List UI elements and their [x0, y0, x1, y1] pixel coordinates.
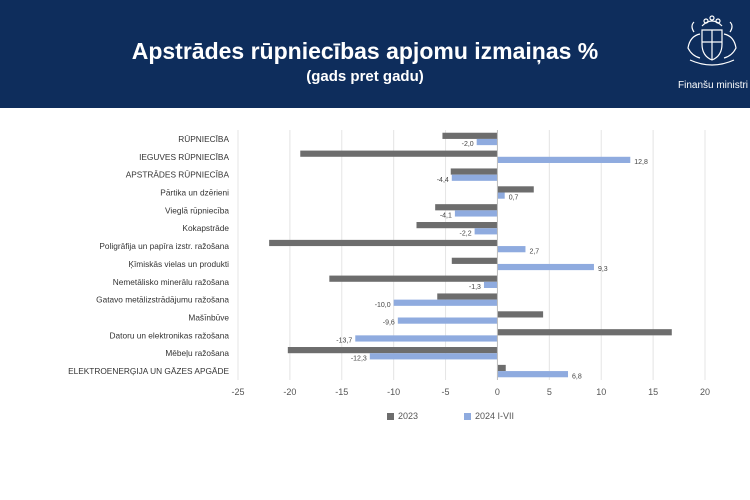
bar-2024-1 — [476, 138, 498, 146]
category-label: Ķīmiskās vielas un produkti — [128, 259, 229, 269]
legend-swatch-2023 — [387, 412, 394, 420]
bar-chart: RŪPNIECĪBA -2,0 IEGUVES RŪPNIECĪBA 12,8 APST… — [68, 130, 710, 397]
bar-2024-11 — [397, 317, 498, 324]
x-tick-label: 20 — [700, 387, 710, 397]
category-label: Gatavo metālizstrādājumu ražošana — [96, 295, 229, 305]
category-label: Poligrāfija un papīra izstr. ražošana — [99, 241, 229, 251]
page-subtitle: (gads pret gadu) — [306, 68, 424, 85]
page-title: Apstrādes rūpniecības apjomu izmaiņas % — [131, 38, 599, 64]
data-label: -1,3 — [469, 284, 481, 291]
category-label: Mēbeļu ražošana — [165, 348, 229, 358]
category-label: RŪPNIECĪBA — [178, 134, 229, 144]
bar-2023-7 — [269, 239, 498, 247]
bar-2024-3 — [451, 174, 498, 181]
data-label: 0,7 — [509, 195, 519, 202]
category-label: APSTRĀDES RŪPNIECĪBA — [126, 170, 230, 180]
bar-2023-6 — [416, 222, 498, 229]
category-label: ELEKTROENERĢIJA UN GĀZES APGĀDE — [68, 366, 229, 376]
bar-2024-8 — [497, 263, 594, 271]
bar-2024-6 — [474, 228, 498, 235]
bar-2023-3 — [450, 168, 498, 175]
x-tick-label: -5 — [442, 387, 450, 397]
bar-2023-1 — [442, 132, 498, 139]
category-label: Datoru un elektronikas ražošana — [110, 330, 230, 340]
legend-label-2023: 2023 — [398, 411, 419, 421]
data-label: -2,0 — [462, 141, 474, 148]
bar-2024-10 — [393, 299, 498, 306]
data-label: 12,8 — [634, 159, 648, 166]
data-label: -13,7 — [336, 338, 352, 345]
data-label: -4,1 — [440, 213, 452, 220]
bar-2024-9 — [483, 281, 498, 288]
bar-2023-11 — [497, 311, 544, 318]
data-label: -2,2 — [460, 230, 472, 237]
category-label: Vieglā rūpniecība — [165, 205, 229, 215]
ministry-name: Finanšu ministri — [678, 80, 749, 91]
x-tick-label: 0 — [495, 387, 500, 397]
x-tick-label: -15 — [335, 387, 348, 397]
bar-2023-8 — [451, 257, 498, 264]
x-tick-label: -10 — [387, 387, 400, 397]
x-tick-label: 15 — [648, 387, 658, 397]
bar-2023-2 — [300, 150, 498, 157]
legend-label-2024: 2024 I-VII — [475, 411, 515, 421]
bar-2023-13 — [287, 347, 498, 354]
data-label: 6,8 — [572, 373, 582, 380]
x-tick-label: -25 — [231, 387, 244, 397]
data-label: 2,7 — [529, 248, 539, 255]
bar-2023-12 — [497, 329, 672, 336]
bar-2024-4 — [497, 192, 505, 199]
bar-2023-4 — [497, 186, 534, 193]
data-label: 9,3 — [598, 266, 608, 273]
legend-swatch-2024 — [464, 412, 471, 420]
bar-2024-2 — [497, 156, 631, 163]
x-tick-label: 5 — [547, 387, 552, 397]
data-label: -9,6 — [383, 320, 395, 327]
x-tick-label: 10 — [596, 387, 606, 397]
bar-2023-14 — [497, 364, 506, 372]
bar-2023-10 — [437, 293, 498, 300]
legend-item-2023: 2023 — [387, 411, 418, 421]
bar-2023-9 — [329, 275, 498, 282]
category-label: Kokapstrāde — [182, 223, 229, 233]
category-label: Nemetālisko minerālu ražošana — [113, 277, 230, 287]
bar-2024-5 — [454, 210, 498, 217]
data-label: -10,0 — [375, 302, 391, 309]
bar-2024-7 — [497, 246, 526, 253]
category-label: Mašīnbūve — [188, 313, 229, 323]
bar-2024-12 — [355, 335, 498, 342]
legend-item-2024: 2024 I-VII — [464, 411, 514, 421]
category-label: Pārtika un dzērieni — [160, 188, 229, 198]
data-label: -4,4 — [437, 177, 449, 184]
chart-legend: 2023 2024 I-VII — [0, 411, 750, 425]
bar-2023-5 — [435, 204, 498, 211]
bar-2024-13 — [369, 353, 498, 360]
bar-2024-14 — [497, 371, 569, 378]
coat-of-arms-icon — [687, 15, 737, 66]
x-tick-label: -20 — [283, 387, 296, 397]
header-banner: Apstrādes rūpniecības apjomu izmaiņas % … — [0, 0, 750, 108]
category-label: IEGUVES RŪPNIECĪBA — [139, 152, 229, 162]
data-label: -12,3 — [351, 355, 367, 362]
